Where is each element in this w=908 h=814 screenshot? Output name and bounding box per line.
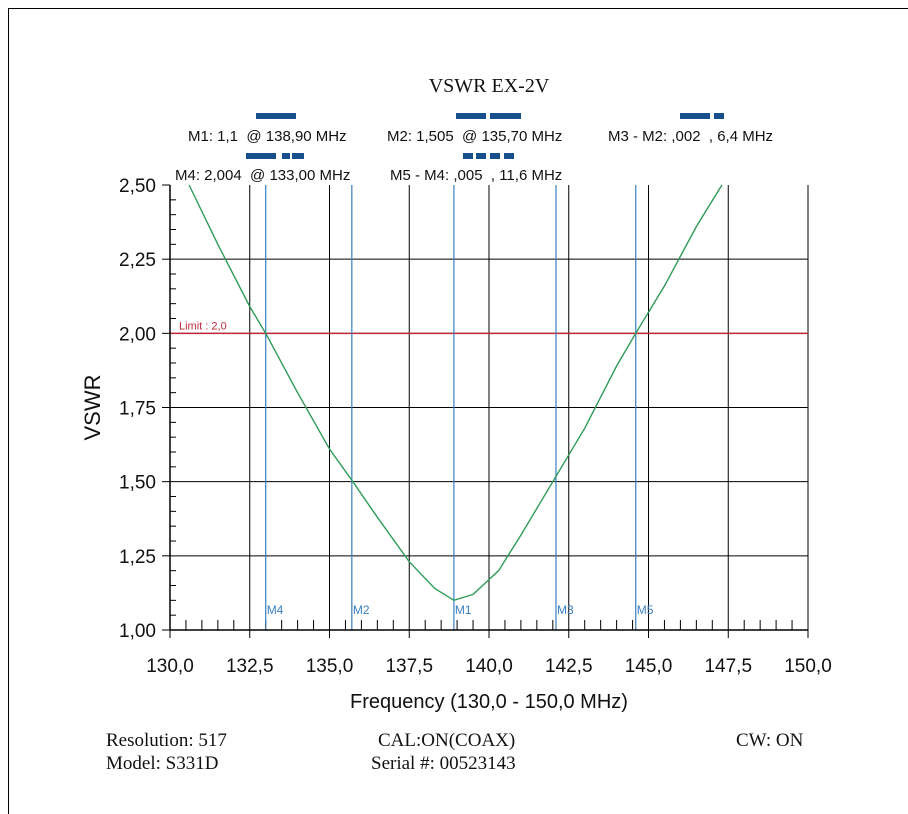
readout-highlight-bar xyxy=(282,153,290,159)
marker-label: M2 xyxy=(353,603,370,617)
readout-highlight-bar xyxy=(504,153,514,159)
x-axis-label: Frequency (130,0 - 150,0 MHz) xyxy=(350,691,628,713)
marker-label: M3 xyxy=(557,603,574,617)
y-tick-label: 1,00 xyxy=(119,621,156,642)
readout-highlight-bar xyxy=(456,113,486,119)
resolution-text: Resolution: 517 xyxy=(106,730,227,751)
readout-highlight-bar xyxy=(490,113,521,119)
marker-label: M1 xyxy=(455,603,472,617)
x-tick-label: 142,5 xyxy=(545,656,593,677)
limit-label: Limit : 2,0 xyxy=(179,320,227,332)
chart-title: VSWR EX-2V xyxy=(429,75,550,97)
readout-highlight-bar xyxy=(463,153,473,159)
x-tick-label: 130,0 xyxy=(146,656,194,677)
y-tick-label: 2,25 xyxy=(119,250,156,271)
readout-highlight-bar xyxy=(256,113,296,119)
y-tick-label: 1,50 xyxy=(119,473,156,494)
cw-text: CW: ON xyxy=(736,730,804,751)
x-tick-label: 145,0 xyxy=(625,656,673,677)
marker-readout: M5 - M4: ,005 , 11,6 MHz xyxy=(390,167,562,184)
model-text: Model: S331D xyxy=(106,753,219,774)
readout-highlight-bar xyxy=(490,153,500,159)
x-tick-label: 137,5 xyxy=(385,656,433,677)
serial-text: Serial #: 00523143 xyxy=(371,753,516,774)
cal-text: CAL:ON(COAX) xyxy=(378,730,516,751)
y-tick-label: 1,25 xyxy=(119,547,156,568)
x-tick-label: 135,0 xyxy=(306,656,354,677)
marker-readout: M4: 2,004 @ 133,00 MHz xyxy=(175,167,350,184)
marker-label: M4 xyxy=(267,603,284,617)
marker-readout: M3 - M2: ,002 , 6,4 MHz xyxy=(608,128,773,145)
y-tick-label: 1,75 xyxy=(119,399,156,420)
y-tick-label: 2,50 xyxy=(119,176,156,197)
readout-highlight-bar xyxy=(292,153,304,159)
readout-highlight-bar xyxy=(476,153,486,159)
marker-label: M5 xyxy=(637,603,654,617)
marker-readout: M2: 1,505 @ 135,70 MHz xyxy=(387,128,562,145)
readout-highlight-bar xyxy=(680,113,710,119)
x-tick-label: 140,0 xyxy=(465,656,513,677)
y-axis-label: VSWR xyxy=(80,375,105,441)
x-tick-label: 150,0 xyxy=(784,656,832,677)
readout-highlight-bar xyxy=(246,153,276,159)
vswr-series-line xyxy=(188,184,723,602)
marker-readout: M1: 1,1 @ 138,90 MHz xyxy=(188,128,347,145)
x-tick-label: 132,5 xyxy=(226,656,274,677)
frame-left-border xyxy=(8,8,9,814)
y-tick-label: 2,00 xyxy=(119,324,156,345)
frame-top-border xyxy=(8,8,908,9)
x-tick-label: 147,5 xyxy=(704,656,752,677)
readout-highlight-bar xyxy=(714,113,724,119)
